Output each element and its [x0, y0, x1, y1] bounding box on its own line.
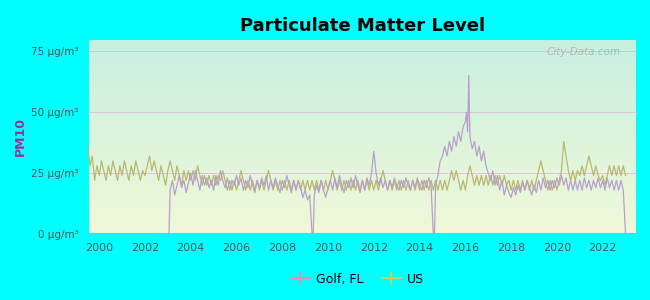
Y-axis label: PM10: PM10 [14, 117, 27, 156]
Legend: Golf, FL, US: Golf, FL, US [286, 268, 429, 291]
Text: City-Data.com: City-Data.com [547, 47, 621, 57]
Title: Particulate Matter Level: Particulate Matter Level [240, 17, 485, 35]
